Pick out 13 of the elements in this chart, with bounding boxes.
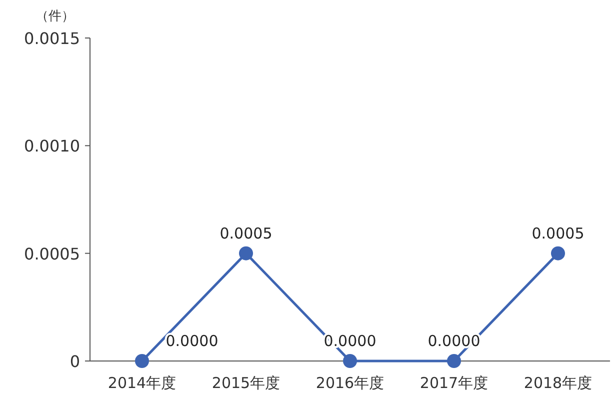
y-tick-label: 0 <box>70 352 80 371</box>
x-tick-label: 2014年度 <box>108 374 176 392</box>
data-label: 0.0005 <box>532 224 584 242</box>
y-tick-label: 0.0015 <box>24 29 80 48</box>
y-tick-label: 0.0010 <box>24 136 80 156</box>
x-tick-label: 2017年度 <box>420 374 488 392</box>
x-tick-label: 2016年度 <box>316 374 384 392</box>
data-label: 0.0005 <box>220 224 272 242</box>
x-tick-label: 2018年度 <box>524 374 592 392</box>
y-tick-label: 0.0005 <box>24 244 80 264</box>
y-axis-title: （件） <box>36 9 74 24</box>
x-tick-label: 2015年度 <box>212 374 280 392</box>
data-label: 0.0000 <box>166 332 218 350</box>
